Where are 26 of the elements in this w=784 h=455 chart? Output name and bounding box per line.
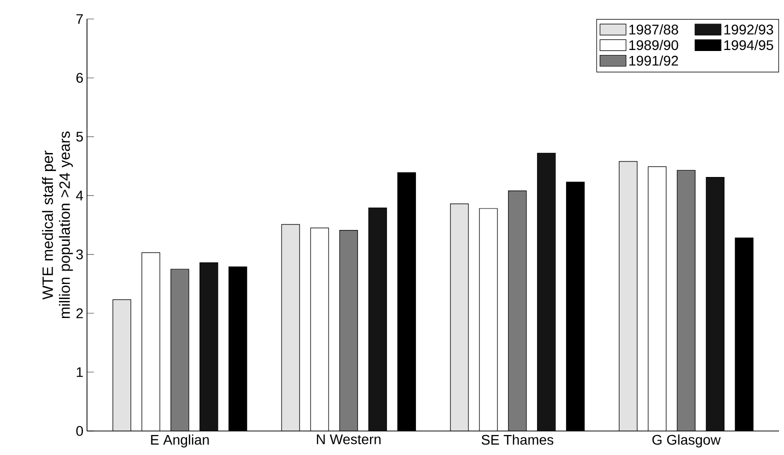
legend-label: 1989/90	[629, 40, 678, 50]
legend-label: 1992/93	[724, 24, 774, 35]
y-tick-label: 5	[76, 132, 83, 142]
bar	[339, 230, 358, 431]
legend-label: 1994/95	[724, 40, 774, 50]
legend-label: 1991/92	[629, 55, 678, 66]
bar	[200, 262, 218, 431]
y-tick-label: 2	[76, 308, 83, 318]
x-tick-label: E Anglian	[151, 434, 209, 448]
y-tick-label: 3	[76, 249, 83, 260]
x-tick-label: N Western	[316, 434, 381, 444]
x-tick-label: SE Thames	[482, 434, 554, 445]
bar	[706, 177, 724, 431]
bar	[537, 152, 556, 431]
x-tick-label: G Glasgow	[652, 434, 721, 448]
bar	[676, 170, 696, 431]
y-tick-label: 4	[76, 190, 84, 200]
y-tick-label: 0	[76, 426, 83, 436]
bar	[170, 268, 190, 431]
y-tick-label: 1	[76, 367, 83, 377]
y-tick-label: 6	[76, 72, 83, 83]
y-tick-label: 7	[76, 14, 83, 24]
bar	[368, 208, 387, 431]
y-axis-title: WTE medical staff per million population >24 years	[42, 132, 73, 318]
bar	[508, 190, 527, 431]
legend-label: 1987/88	[629, 24, 678, 35]
